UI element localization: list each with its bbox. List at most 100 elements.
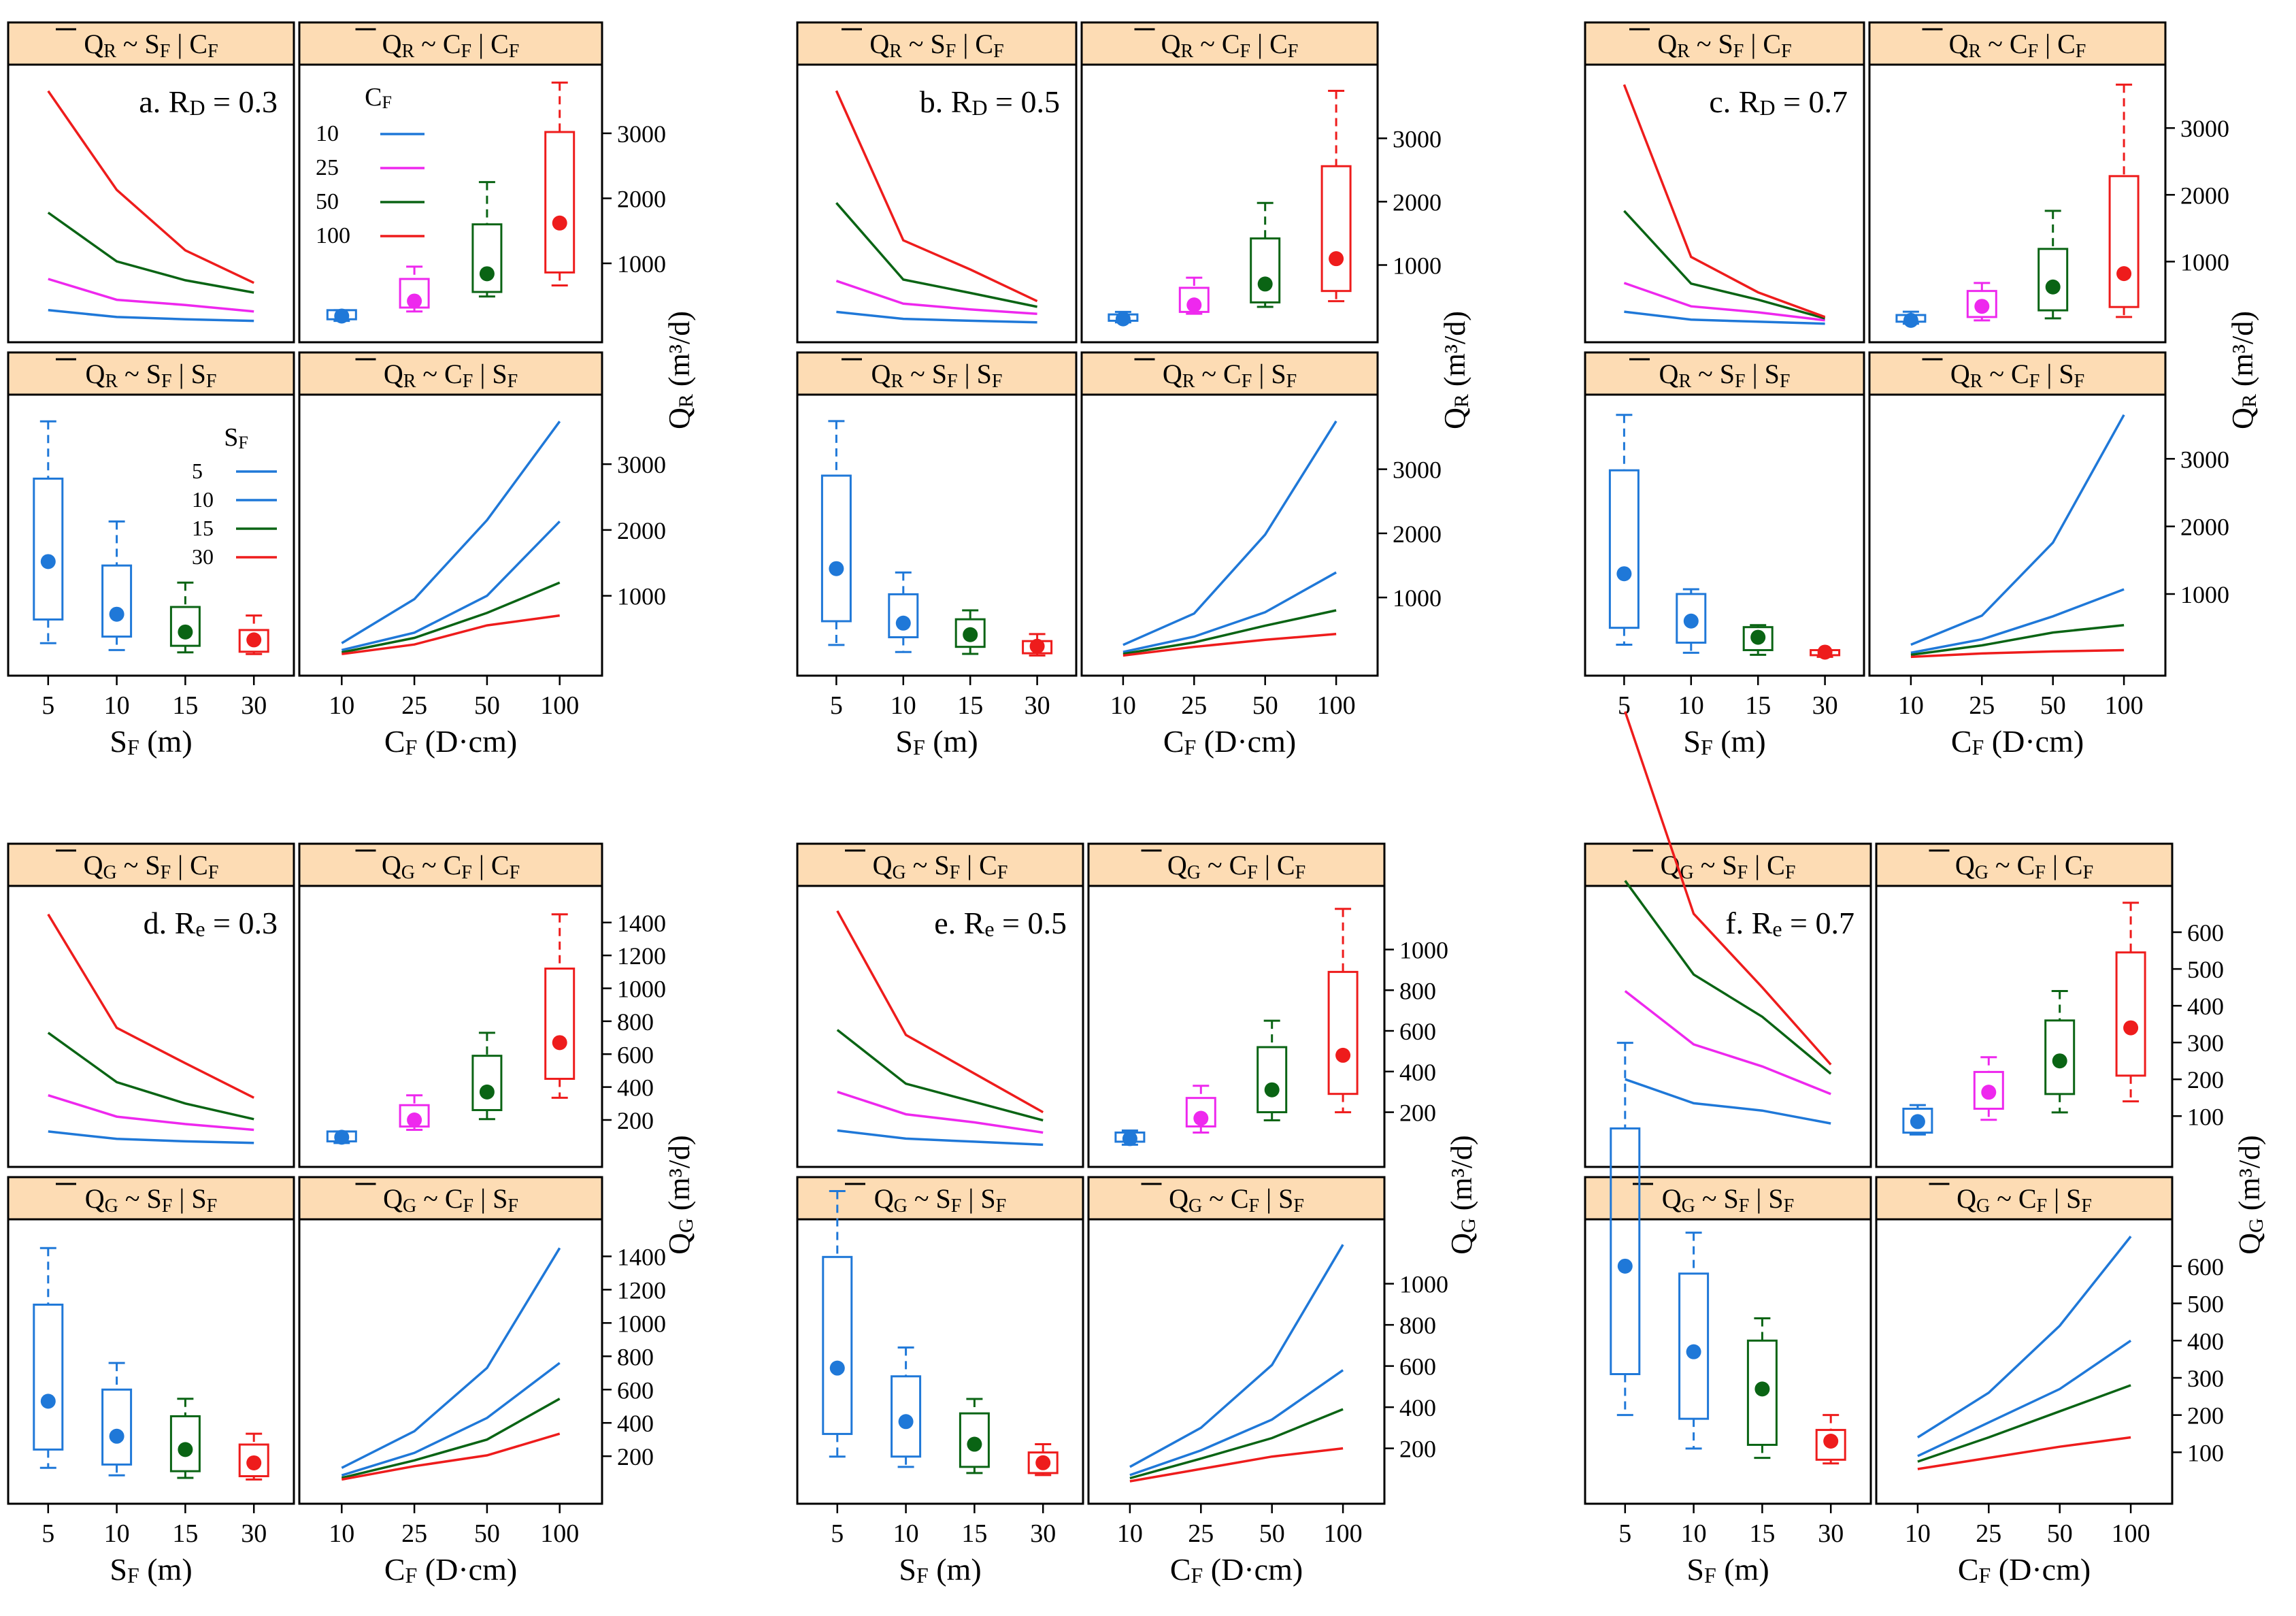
series-line-10 <box>1129 1369 1344 1477</box>
x-tick-label: 5 <box>41 691 54 720</box>
panel-label-text: b. R <box>920 84 972 119</box>
legend-label-sf-10: 10 <box>192 487 214 512</box>
x-axis-units: (m) <box>929 1552 982 1587</box>
median-dot-5 <box>829 1360 845 1376</box>
series-line-30 <box>1917 1436 2131 1470</box>
cond-subscript: F <box>207 1195 218 1217</box>
median-dot-10 <box>1910 1114 1925 1129</box>
x-subscript: F <box>2029 371 2040 392</box>
panel-frame <box>298 1218 603 1505</box>
series-line-50 <box>836 1029 1044 1122</box>
box-30 <box>1815 1429 1846 1461</box>
q-subscript: G <box>894 1195 908 1217</box>
y-axis-units: (m³/d) <box>2226 311 2259 394</box>
strip-title: QR ~ CF | CF <box>1949 29 2086 62</box>
median-dot-100 <box>1335 1047 1351 1063</box>
panel-label-value: = 0.3 <box>205 906 278 940</box>
x-tick-label: 15 <box>961 1519 987 1548</box>
strip-title: QR ~ CF | SF <box>384 359 518 392</box>
y-axis-label: QG (m³/d) <box>1445 1135 1480 1254</box>
box-5 <box>33 1303 64 1451</box>
tilde: ~ <box>415 850 444 880</box>
y-tick-label: 2000 <box>2180 514 2229 541</box>
box-15 <box>959 1412 990 1468</box>
tilde: ~ <box>1695 1183 1724 1214</box>
box-5 <box>822 1255 853 1435</box>
panel-label-value: = 0.7 <box>1776 84 1848 119</box>
x-tick-label: 10 <box>1678 691 1704 720</box>
strip-title: QG ~ SF | SF <box>85 1183 217 1217</box>
median-dot-30 <box>246 632 262 648</box>
y-axis-q: Q <box>1445 1233 1478 1255</box>
box-25 <box>1966 290 1997 318</box>
series-line-5 <box>1129 1244 1344 1468</box>
y-tick-label: 1000 <box>617 250 666 278</box>
tilde: ~ <box>416 359 444 389</box>
series-line-100 <box>835 90 1038 303</box>
y-tick-label: 100 <box>2187 1439 2224 1466</box>
y-tick-label: 600 <box>1399 1353 1436 1381</box>
x-var: S <box>1718 29 1733 59</box>
x-var: C <box>443 29 461 59</box>
series-line-50 <box>835 202 1037 308</box>
x-var: C <box>444 359 463 389</box>
tilde: ~ <box>1981 29 2010 59</box>
series-line-15 <box>1122 609 1337 655</box>
x-subscript: F <box>1249 1195 1260 1217</box>
legend-title-symbol: C <box>365 83 382 112</box>
q-subscript: R <box>103 41 116 62</box>
y-tick-label: 1000 <box>1393 584 1442 612</box>
x-var: S <box>1722 850 1737 880</box>
y-axis-q: Q <box>663 1233 696 1255</box>
q-subscript: R <box>1182 371 1195 392</box>
series-line-15 <box>341 581 561 654</box>
series-line-100 <box>836 910 1044 1114</box>
q-subscript: G <box>1680 862 1693 883</box>
x-tick-label: 25 <box>1188 1519 1214 1548</box>
x-subscript: F <box>1739 1195 1750 1217</box>
panel-frame <box>1584 1218 1872 1505</box>
x-tick-label: 50 <box>474 691 500 720</box>
x-axis-subscript: F <box>1972 735 1984 759</box>
separator: | <box>472 850 491 880</box>
series-line-30 <box>1910 648 2125 659</box>
panel-label-text: d. R <box>144 906 196 940</box>
x-subscript: F <box>1247 862 1258 883</box>
x-tick-label: 30 <box>241 1519 267 1548</box>
panel-label: c. RD = 0.7 <box>1709 84 1848 120</box>
box-10 <box>1678 1272 1710 1420</box>
panel-label: d. Re = 0.3 <box>144 906 278 941</box>
cond-subscript: F <box>1293 1195 1304 1217</box>
cond-subscript: F <box>997 862 1008 883</box>
cond-subscript: F <box>2074 371 2085 392</box>
box-10 <box>101 1388 133 1466</box>
x-tick-label: 30 <box>1812 691 1838 720</box>
series-line-10 <box>836 310 1037 324</box>
median-dot-10 <box>1903 312 1918 328</box>
q-symbol: Q <box>869 29 889 59</box>
panel-frame <box>298 885 603 1168</box>
strip-title: QR ~ CF | CF <box>1161 29 1299 62</box>
tilde: ~ <box>1691 359 1720 389</box>
x-subscript: F <box>161 862 171 883</box>
series-line-30 <box>342 614 560 655</box>
separator: | <box>1252 359 1271 389</box>
q-subscript: G <box>892 862 905 883</box>
x-axis-subscript: F <box>1184 735 1197 759</box>
panel-frame <box>796 393 1078 677</box>
cond-subscript: F <box>1286 371 1297 392</box>
y-tick-label: 300 <box>2187 1029 2224 1057</box>
x-tick-label: 15 <box>172 1519 198 1548</box>
panel-frame <box>1868 63 2167 344</box>
cond-subscript: F <box>2081 1195 2092 1217</box>
y-tick-label: 3000 <box>617 451 666 478</box>
series-line-25 <box>48 278 254 313</box>
x-axis-label: CF (D·cm) <box>1951 724 2084 759</box>
x-tick-label: 100 <box>2105 691 2144 720</box>
cond-subscript: F <box>207 41 218 62</box>
median-dot-15 <box>967 1436 982 1452</box>
y-tick-label: 1000 <box>617 1310 666 1337</box>
x-tick-label: 10 <box>329 691 354 720</box>
series-line-25 <box>48 1094 254 1132</box>
cond-var: C <box>1767 850 1785 880</box>
